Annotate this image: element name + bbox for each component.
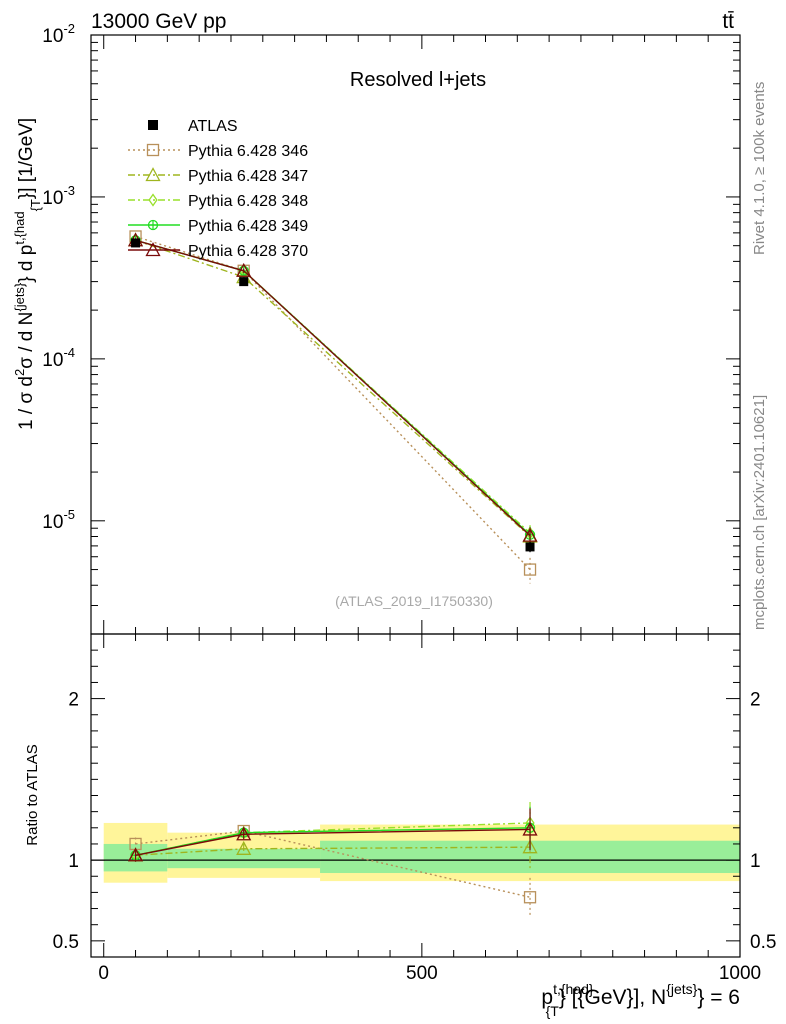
rivet-label: Rivet 4.1.0, ≥ 100k events (751, 82, 768, 255)
ratio-ytick-label-right-1: 1 (750, 851, 761, 872)
main-ytick-exp-3: -2 (63, 21, 75, 36)
analysis-label: (ATLAS_2019_I1750330) (335, 593, 493, 609)
legend-marker-1 (145, 167, 161, 182)
main-ytick-base-0: 10 (42, 512, 63, 533)
main-ytick-label-0: 10-5 (42, 507, 75, 533)
main-ytick-label-3: 10-2 (42, 21, 75, 47)
main-ytick-base-1: 10 (42, 350, 63, 371)
main-ylabel-b: σ / d N (16, 312, 37, 369)
legend-marker-4 (145, 242, 161, 257)
main-series-0-point-2 (523, 563, 537, 576)
main-series-4-point-2 (522, 527, 538, 542)
main-series-4-point-1 (236, 262, 252, 277)
data-point-0 (131, 238, 141, 248)
legend-label-0: Pythia 6.428 346 (188, 143, 308, 160)
header-left: 13000 GeV pp (91, 10, 226, 33)
xlabel-a-sup: t,{had} (553, 981, 594, 997)
plot-title: Resolved l+jets (350, 69, 486, 91)
legend-marker-3 (147, 219, 159, 231)
legend-label-4: Pythia 6.428 370 (188, 243, 308, 260)
main-ylabel-d: }] [1/GeV] (16, 118, 37, 199)
data-point-1 (239, 277, 249, 287)
main-ylabel: 1 / σ d2σ / d N{jets}} d pt,{had{T}] [1/… (12, 118, 43, 430)
main-ylabel-a-sup: 2 (12, 369, 27, 376)
ratio-series-line-0 (135, 830, 531, 898)
ratio-series-0-point-2 (523, 891, 537, 904)
ratio-ylabel: Ratio to ATLAS (24, 744, 41, 845)
legend-marker-0 (146, 143, 160, 157)
legend: ATLAS Pythia 6.428 346 Pythia 6.428 347 Pyt… (128, 118, 308, 260)
ratio-ytick-label-left-2: 2 (68, 690, 79, 711)
ratio-xtick-label-0: 0 (98, 963, 109, 984)
legend-label-1: Pythia 6.428 347 (188, 168, 308, 185)
main-ytick-exp-1: -4 (63, 345, 75, 360)
main-ytick-exp-2: -3 (63, 183, 75, 198)
ratio-axes: 0.5 0.5 1 1 2 2 0 500 1000 (53, 633, 776, 984)
main-series-line-1 (135, 239, 531, 538)
ratio-series-4 (127, 808, 538, 862)
ratio-series-1-point-2 (522, 839, 538, 854)
ratio-xtick-label-2: 1000 (719, 963, 761, 984)
ratio-ytick-label-left-0: 0.5 (53, 932, 79, 953)
ratio-ytick-label-left-1: 1 (68, 851, 79, 872)
ratio-ytick-label-right-2: 2 (750, 690, 761, 711)
main-ytick-exp-0: -5 (63, 507, 75, 522)
ratio-series-4-point-0 (127, 847, 144, 862)
main-ytick-label-2: 10-3 (42, 183, 75, 209)
main-data-layer (131, 238, 535, 553)
main-ylabel-a: 1 / σ d (16, 376, 37, 430)
ratio-series-4-point-1 (236, 826, 252, 841)
ratio-xtick-label-1: 500 (406, 963, 438, 984)
xlabel-b-sup: {jets} (666, 981, 697, 997)
legend-label-3: Pythia 6.428 349 (188, 218, 308, 235)
legend-label-2: Pythia 6.428 348 (188, 193, 308, 210)
data-point-2 (525, 542, 535, 552)
xlabel-a-sub: {T (546, 1003, 560, 1019)
header-right: tt̄ (722, 10, 734, 33)
mcplots-label: mcplots.cern.ch [arXiv:2401.10621] (751, 395, 768, 630)
ratio-series-4-point-2 (522, 821, 538, 836)
main-ytick-base-3: 10 (42, 26, 63, 47)
ratio-ytick-label-right-0: 0.5 (750, 932, 776, 953)
main-series-line-2 (135, 239, 531, 534)
main-ytick-base-2: 10 (42, 188, 63, 209)
main-ylabel-c: } d p (16, 245, 37, 283)
ratio-series-1-point-1 (236, 840, 252, 855)
main-ylabel-c-sup: t,{had (12, 211, 27, 244)
legend-marker-data (148, 120, 158, 130)
band-green-1 (167, 848, 321, 869)
main-ylabel-b-sup: {jets} (12, 282, 27, 312)
xlabel-c: } = 6 (697, 986, 740, 1009)
legend-marker-2 (148, 193, 158, 207)
xlabel-a: p (541, 986, 553, 1009)
xlabel-b: } [{GeV}], N (559, 986, 666, 1009)
main-ytick-label-1: 10-4 (42, 345, 75, 371)
main-ylabel-c-sub: {T (28, 199, 43, 211)
legend-label-data: ATLAS (188, 118, 238, 135)
xlabel: pt,{had} {T} [{GeV}], N{jets}} = 6 (541, 981, 740, 1019)
ratio-series-layer (127, 801, 538, 917)
